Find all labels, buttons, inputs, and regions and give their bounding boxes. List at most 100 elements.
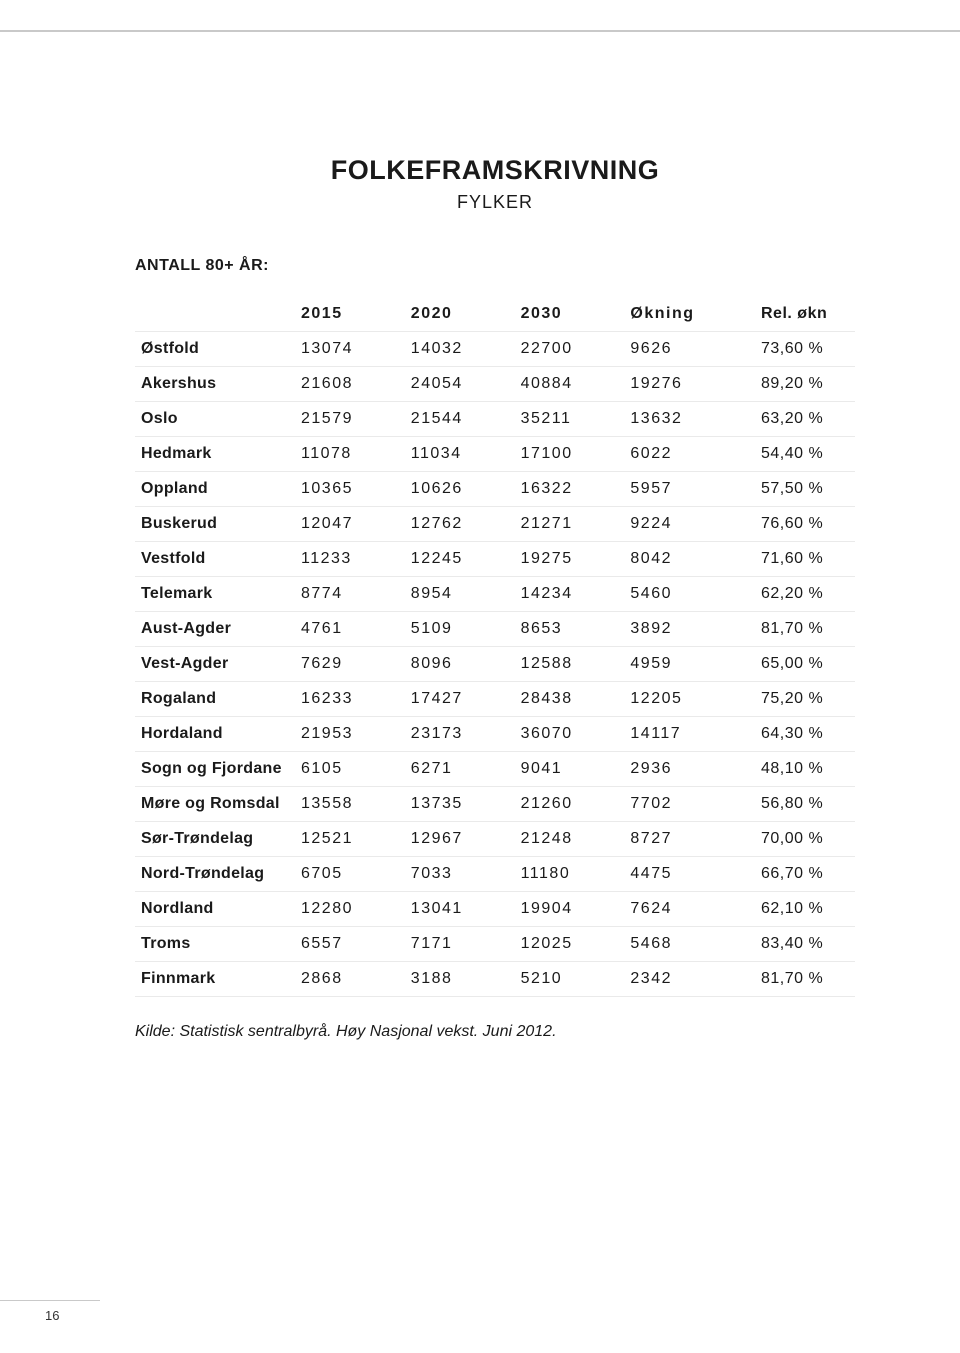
row-cell: 6705: [295, 857, 405, 892]
row-cell: 13558: [295, 787, 405, 822]
row-cell: 14117: [624, 717, 755, 752]
table-row: Sogn og Fjordane610562719041293648,10 %: [135, 752, 855, 787]
row-cell: 8096: [405, 647, 515, 682]
row-cell: 8774: [295, 577, 405, 612]
row-cell: 21271: [515, 507, 625, 542]
section-label: ANTALL 80+ ÅR:: [135, 257, 855, 275]
row-label: Oslo: [135, 402, 295, 437]
row-label: Møre og Romsdal: [135, 787, 295, 822]
row-label: Vestfold: [135, 542, 295, 577]
row-cell: 70,00 %: [755, 822, 855, 857]
page-number: 16: [45, 1308, 59, 1323]
header-row: 2015 2020 2030 Økning Rel. økn: [135, 297, 855, 332]
row-cell: 19275: [515, 542, 625, 577]
row-cell: 12588: [515, 647, 625, 682]
page-number-rule: [0, 1300, 100, 1301]
row-cell: 13735: [405, 787, 515, 822]
row-label: Akershus: [135, 367, 295, 402]
row-cell: 5109: [405, 612, 515, 647]
row-label: Nord-Trøndelag: [135, 857, 295, 892]
row-cell: 62,10 %: [755, 892, 855, 927]
row-label: Buskerud: [135, 507, 295, 542]
row-cell: 65,00 %: [755, 647, 855, 682]
row-cell: 7629: [295, 647, 405, 682]
data-table: 2015 2020 2030 Økning Rel. økn Østfold13…: [135, 297, 855, 997]
row-cell: 17100: [515, 437, 625, 472]
table-body: Østfold130741403222700962673,60 %Akershu…: [135, 332, 855, 997]
table-row: Buskerud120471276221271922476,60 %: [135, 507, 855, 542]
row-cell: 8042: [624, 542, 755, 577]
row-cell: 17427: [405, 682, 515, 717]
row-label: Telemark: [135, 577, 295, 612]
content: FOLKEFRAMSKRIVNING FYLKER ANTALL 80+ ÅR:…: [135, 155, 855, 1041]
row-cell: 8954: [405, 577, 515, 612]
row-cell: 35211: [515, 402, 625, 437]
row-cell: 5210: [515, 962, 625, 997]
row-cell: 13074: [295, 332, 405, 367]
row-cell: 56,80 %: [755, 787, 855, 822]
row-cell: 21953: [295, 717, 405, 752]
table-row: Østfold130741403222700962673,60 %: [135, 332, 855, 367]
page-subtitle: FYLKER: [135, 192, 855, 213]
row-cell: 2868: [295, 962, 405, 997]
row-cell: 57,50 %: [755, 472, 855, 507]
row-cell: 36070: [515, 717, 625, 752]
row-cell: 13041: [405, 892, 515, 927]
row-cell: 14234: [515, 577, 625, 612]
row-cell: 24054: [405, 367, 515, 402]
row-cell: 5957: [624, 472, 755, 507]
row-cell: 62,20 %: [755, 577, 855, 612]
row-cell: 16322: [515, 472, 625, 507]
top-rule: [0, 30, 960, 32]
col-2015: 2015: [295, 297, 405, 332]
row-cell: 64,30 %: [755, 717, 855, 752]
row-cell: 21248: [515, 822, 625, 857]
row-label: Nordland: [135, 892, 295, 927]
row-cell: 81,70 %: [755, 962, 855, 997]
table-row: Møre og Romsdal135581373521260770256,80 …: [135, 787, 855, 822]
document-page: FOLKEFRAMSKRIVNING FYLKER ANTALL 80+ ÅR:…: [0, 0, 960, 1353]
row-cell: 89,20 %: [755, 367, 855, 402]
table-row: Rogaland1623317427284381220575,20 %: [135, 682, 855, 717]
table-row: Nord-Trøndelag6705703311180447566,70 %: [135, 857, 855, 892]
row-cell: 6105: [295, 752, 405, 787]
row-label: Østfold: [135, 332, 295, 367]
row-cell: 71,60 %: [755, 542, 855, 577]
row-cell: 4761: [295, 612, 405, 647]
row-cell: 75,20 %: [755, 682, 855, 717]
table-row: Oslo2157921544352111363263,20 %: [135, 402, 855, 437]
row-cell: 63,20 %: [755, 402, 855, 437]
table-row: Aust-Agder476151098653389281,70 %: [135, 612, 855, 647]
row-cell: 7702: [624, 787, 755, 822]
table-row: Sør-Trøndelag125211296721248872770,00 %: [135, 822, 855, 857]
row-label: Vest-Agder: [135, 647, 295, 682]
row-cell: 19276: [624, 367, 755, 402]
row-cell: 11180: [515, 857, 625, 892]
row-cell: 5468: [624, 927, 755, 962]
row-cell: 5460: [624, 577, 755, 612]
row-cell: 10626: [405, 472, 515, 507]
row-cell: 48,10 %: [755, 752, 855, 787]
row-cell: 21608: [295, 367, 405, 402]
row-cell: 21544: [405, 402, 515, 437]
row-cell: 6022: [624, 437, 755, 472]
row-cell: 21579: [295, 402, 405, 437]
row-label: Hordaland: [135, 717, 295, 752]
row-label: Finnmark: [135, 962, 295, 997]
row-cell: 12245: [405, 542, 515, 577]
row-cell: 22700: [515, 332, 625, 367]
page-title: FOLKEFRAMSKRIVNING: [135, 155, 855, 186]
table-row: Hordaland2195323173360701411764,30 %: [135, 717, 855, 752]
table-row: Telemark8774895414234546062,20 %: [135, 577, 855, 612]
row-cell: 11078: [295, 437, 405, 472]
table-row: Oppland103651062616322595757,50 %: [135, 472, 855, 507]
row-cell: 12762: [405, 507, 515, 542]
row-cell: 3188: [405, 962, 515, 997]
col-2030: 2030: [515, 297, 625, 332]
row-cell: 6557: [295, 927, 405, 962]
row-cell: 8727: [624, 822, 755, 857]
row-cell: 16233: [295, 682, 405, 717]
row-cell: 13632: [624, 402, 755, 437]
row-cell: 21260: [515, 787, 625, 822]
row-cell: 7624: [624, 892, 755, 927]
